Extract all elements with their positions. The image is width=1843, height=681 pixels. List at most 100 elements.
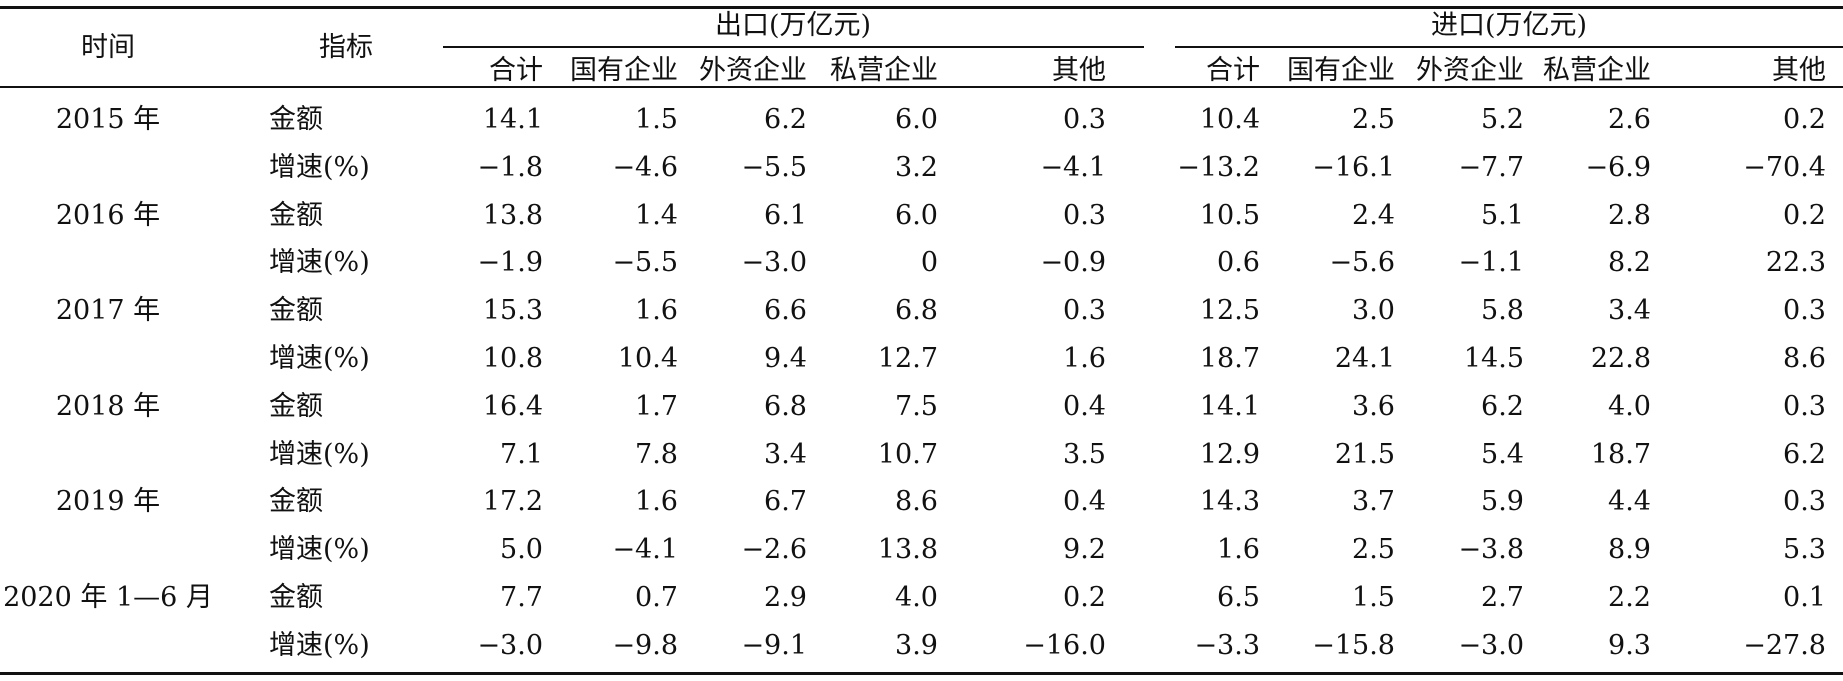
row-indicator-label: 金额	[269, 486, 323, 518]
value-cell: −4.6	[612, 151, 678, 183]
value-cell: 0.4	[1063, 486, 1106, 518]
value-cell: 15.3	[482, 295, 543, 327]
value-cell: 3.4	[1608, 295, 1651, 327]
value-cell: 6.7	[764, 486, 807, 518]
value-cell: 10.8	[482, 343, 543, 374]
value-cell: −2.6	[741, 534, 807, 566]
value-cell: 9.3	[1608, 629, 1651, 661]
value-cell: 1.5	[1352, 582, 1395, 613]
value-cell: 8.9	[1608, 534, 1651, 566]
value-cell: 4.0	[895, 582, 938, 613]
value-cell: −3.0	[477, 629, 543, 661]
value-cell: 2.5	[1352, 534, 1395, 566]
value-cell: 3.5	[1063, 438, 1106, 470]
export-column-header: 私营企业	[830, 55, 938, 86]
row-indicator-label: 增速(%)	[269, 438, 370, 470]
value-cell: −5.5	[741, 151, 807, 183]
value-cell: 6.5	[1217, 582, 1260, 613]
value-cell: 14.3	[1199, 486, 1260, 518]
value-cell: 3.0	[1352, 295, 1395, 327]
value-cell: 6.1	[764, 199, 807, 231]
value-cell: −15.8	[1312, 629, 1395, 661]
import-group-rule	[1175, 46, 1843, 48]
row-indicator-label: 增速(%)	[269, 151, 370, 183]
value-cell: 0	[920, 247, 938, 279]
value-cell: 0.3	[1063, 199, 1106, 231]
row-indicator-label: 金额	[269, 104, 323, 135]
value-cell: 0.1	[1783, 582, 1826, 613]
value-cell: 5.4	[1481, 438, 1524, 470]
value-cell: 10.4	[617, 343, 678, 374]
value-cell: 7.5	[895, 390, 938, 422]
value-cell: −9.1	[741, 629, 807, 661]
value-cell: 9.4	[764, 343, 807, 374]
value-cell: 12.7	[877, 343, 938, 374]
value-cell: 22.3	[1765, 247, 1826, 279]
value-cell: 1.6	[635, 295, 678, 327]
value-cell: 10.5	[1199, 199, 1260, 231]
value-cell: 0.2	[1783, 199, 1826, 231]
value-cell: 14.1	[482, 104, 543, 135]
value-cell: 18.7	[1590, 438, 1651, 470]
value-cell: −3.8	[1458, 534, 1524, 566]
value-cell: 3.6	[1352, 390, 1395, 422]
value-cell: −70.4	[1743, 151, 1826, 183]
row-indicator-label: 增速(%)	[269, 534, 370, 566]
row-indicator-label: 金额	[269, 582, 323, 613]
value-cell: 5.8	[1481, 295, 1524, 327]
value-cell: −5.6	[1329, 247, 1395, 279]
value-cell: 2.4	[1352, 199, 1395, 231]
value-cell: 24.1	[1334, 343, 1395, 374]
value-cell: 1.5	[635, 104, 678, 135]
value-cell: 8.6	[895, 486, 938, 518]
value-cell: 3.9	[895, 629, 938, 661]
indicator-header: 指标	[319, 32, 373, 63]
row-indicator-label: 增速(%)	[269, 343, 370, 374]
row-indicator-label: 增速(%)	[269, 629, 370, 661]
import-column-header: 私营企业	[1543, 55, 1651, 86]
value-cell: 10.7	[877, 438, 938, 470]
value-cell: 1.6	[635, 486, 678, 518]
value-cell: 2.5	[1352, 104, 1395, 135]
value-cell: 1.6	[1217, 534, 1260, 566]
value-cell: 5.1	[1481, 199, 1524, 231]
value-cell: 17.2	[482, 486, 543, 518]
time-header: 时间	[81, 32, 135, 63]
value-cell: 0.2	[1063, 582, 1106, 613]
export-group-header: 出口(万亿元)	[714, 10, 872, 41]
value-cell: 1.6	[1063, 343, 1106, 374]
value-cell: −13.2	[1177, 151, 1260, 183]
value-cell: 2.8	[1608, 199, 1651, 231]
value-cell: 12.9	[1199, 438, 1260, 470]
value-cell: 13.8	[482, 199, 543, 231]
export-column-header: 国有企业	[570, 55, 678, 86]
import-group-header: 进口(万亿元)	[1430, 10, 1588, 41]
row-indicator-label: 金额	[269, 199, 323, 231]
value-cell: 21.5	[1334, 438, 1395, 470]
value-cell: 6.2	[1783, 438, 1826, 470]
value-cell: −6.9	[1585, 151, 1651, 183]
value-cell: 5.9	[1481, 486, 1524, 518]
value-cell: 3.7	[1352, 486, 1395, 518]
value-cell: −27.8	[1743, 629, 1826, 661]
value-cell: 9.2	[1063, 534, 1106, 566]
value-cell: 0.7	[635, 582, 678, 613]
value-cell: 8.6	[1783, 343, 1826, 374]
value-cell: −1.9	[477, 247, 543, 279]
value-cell: 6.8	[895, 295, 938, 327]
value-cell: 0.3	[1783, 390, 1826, 422]
value-cell: 0.3	[1063, 295, 1106, 327]
value-cell: −1.1	[1458, 247, 1524, 279]
value-cell: 6.6	[764, 295, 807, 327]
value-cell: −0.9	[1040, 247, 1106, 279]
export-column-header: 外资企业	[699, 55, 807, 86]
row-indicator-label: 金额	[269, 295, 323, 327]
row-time-label: 2015 年	[55, 104, 161, 135]
value-cell: 22.8	[1590, 343, 1651, 374]
value-cell: 4.0	[1608, 390, 1651, 422]
value-cell: 1.4	[635, 199, 678, 231]
import-column-header: 外资企业	[1416, 55, 1524, 86]
value-cell: −16.1	[1312, 151, 1395, 183]
value-cell: 6.0	[895, 104, 938, 135]
row-time-label: 2019 年	[55, 486, 161, 518]
